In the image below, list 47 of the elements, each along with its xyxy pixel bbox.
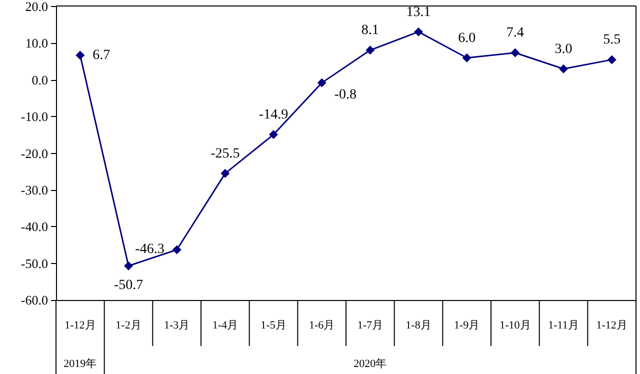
data-label: 8.1 xyxy=(361,23,379,38)
point xyxy=(124,261,133,270)
data-label: -46.3 xyxy=(135,242,164,258)
data-label: 5.5 xyxy=(603,32,621,48)
x-tick-label: 1-6月 xyxy=(308,320,335,332)
data-label: -25.5 xyxy=(210,146,240,162)
y-tick-label: 20.0 xyxy=(25,0,48,14)
point xyxy=(559,64,568,74)
x-tick-label: 1-11月 xyxy=(548,320,579,332)
x-tick-label: 1-5月 xyxy=(260,320,286,332)
data-label: 3.0 xyxy=(554,42,572,57)
point xyxy=(510,48,520,58)
x-tick-label: 1-4月 xyxy=(212,320,238,332)
data-label: -50.7 xyxy=(114,278,144,293)
y-tick-label: -60.0 xyxy=(20,292,48,308)
y-tick-label: 10.0 xyxy=(25,36,48,51)
y-tick-label: -30.0 xyxy=(20,182,48,198)
text: 2020年 xyxy=(354,358,387,370)
x-tick-label: 1-8月 xyxy=(406,320,432,332)
point xyxy=(76,50,85,60)
x-tick-label: 1-12月 xyxy=(64,320,96,332)
point xyxy=(269,130,278,140)
data-label: 13.1 xyxy=(406,4,431,20)
point xyxy=(172,245,182,254)
point xyxy=(607,55,616,64)
text: 2019年 xyxy=(64,358,97,370)
y-tick-label: -10.0 xyxy=(20,109,48,124)
point xyxy=(220,168,230,178)
x-tick-label: 1-9月 xyxy=(454,320,480,332)
x-tick-label: 1-12月 xyxy=(596,320,628,332)
y-tick-label: 0.0 xyxy=(32,72,48,88)
y-tick-label: -40.0 xyxy=(20,219,48,234)
point xyxy=(366,46,375,55)
data-label: -14.9 xyxy=(258,108,288,123)
point xyxy=(462,53,472,62)
x-tick-label: 1-3月 xyxy=(164,320,190,332)
y-tick-label: -20.0 xyxy=(20,146,48,161)
x-tick-label: 1-7月 xyxy=(357,320,384,332)
point xyxy=(317,78,326,88)
x-tick-label: 1-2月 xyxy=(116,320,142,332)
point xyxy=(414,27,423,36)
data-label: -0.8 xyxy=(334,87,357,102)
x-tick-label: 1-10月 xyxy=(500,320,531,332)
data-label: 7.4 xyxy=(506,26,524,41)
y-tick-label: -50.0 xyxy=(20,256,48,271)
data-label: 6.7 xyxy=(92,48,110,63)
data-label: 6.0 xyxy=(458,30,476,46)
